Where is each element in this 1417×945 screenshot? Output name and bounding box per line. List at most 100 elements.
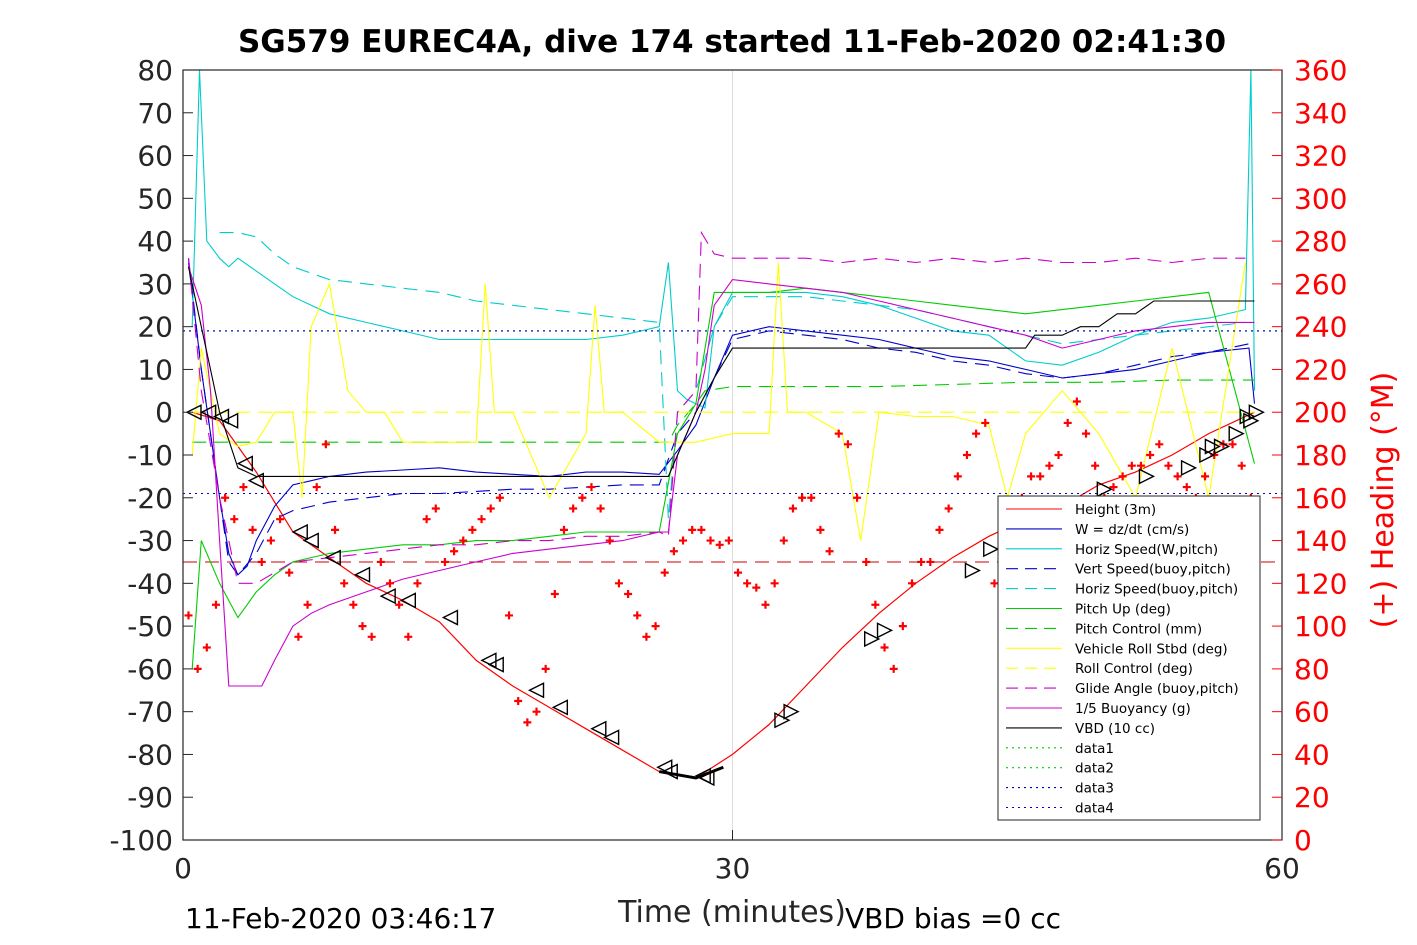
legend-entry: data1 [1075, 741, 1114, 757]
depth-marker [1239, 408, 1256, 425]
heading-marker [1228, 440, 1237, 449]
heading-marker [871, 600, 880, 609]
y-right-tick-label: 20 [1294, 781, 1330, 814]
heading-marker [431, 504, 440, 513]
depth-markers [185, 404, 1265, 787]
series-line-9 [187, 230, 1246, 584]
heading-marker [294, 632, 303, 641]
legend-entry: Glide Angle (buoy,pitch) [1075, 681, 1239, 697]
heading-marker [1072, 397, 1081, 406]
heading-marker [1136, 461, 1145, 470]
y-right-tick-label: 340 [1294, 97, 1347, 130]
heading-marker [770, 579, 779, 588]
heading-marker [239, 483, 248, 492]
legend-entry: 1/5 Buoyancy (g) [1075, 701, 1191, 717]
heading-marker [715, 540, 724, 549]
legend-entry: Horiz Speed(buoy,pitch) [1075, 582, 1238, 598]
y-right-tick-label: 80 [1294, 653, 1330, 686]
depth-marker [480, 652, 497, 669]
depth-marker [487, 656, 504, 673]
y-tick-label: 40 [137, 225, 173, 258]
depth-marker [1204, 438, 1221, 455]
footer-vbd-bias: VBD bias =0 cc [845, 902, 1061, 935]
heading-marker [276, 515, 285, 524]
heading-marker [926, 557, 935, 566]
heading-marker [962, 451, 971, 459]
heading-marker [807, 493, 816, 502]
depth-marker [603, 729, 620, 746]
legend-entry: data2 [1075, 761, 1114, 777]
heading-marker [532, 707, 541, 716]
series-line-2 [191, 69, 1256, 409]
depth-marker [1180, 459, 1198, 476]
depth-marker [1096, 481, 1113, 498]
depth-marker [236, 455, 253, 472]
y-tick-label: 0 [155, 396, 173, 429]
heading-marker [614, 579, 623, 588]
depth-marker [783, 703, 800, 720]
depth-marker [222, 412, 239, 429]
y-tick-label: -90 [127, 781, 173, 814]
heading-marker [788, 504, 797, 513]
heading-marker [642, 632, 651, 641]
depth-marker [964, 562, 982, 579]
heading-marker [514, 696, 523, 705]
y-right-tick-label: 60 [1294, 696, 1330, 729]
heading-marker [596, 504, 605, 513]
y-right-tick-label: 200 [1294, 396, 1347, 429]
heading-marker [349, 600, 358, 609]
heading-marker [211, 600, 220, 609]
series-line-7 [191, 262, 1246, 541]
y-tick-label: -70 [127, 696, 173, 729]
heading-marker [798, 493, 807, 502]
legend-entry: VBD (10 cc) [1075, 721, 1155, 737]
legend-entry: Pitch Up (deg) [1075, 602, 1171, 618]
heading-marker [285, 568, 294, 577]
x-tick-label: 0 [174, 852, 192, 885]
y-tick-label: 50 [137, 182, 173, 215]
heading-marker [1164, 461, 1173, 470]
heading-marker [706, 536, 715, 545]
heading-marker [193, 664, 202, 673]
heading-marker [944, 504, 953, 513]
y-tick-label: -50 [127, 610, 173, 643]
heading-marker [880, 643, 889, 652]
y-right-tick-label: 220 [1294, 353, 1347, 386]
depth-marker [527, 682, 545, 699]
heading-marker [953, 472, 962, 481]
heading-marker [908, 579, 917, 588]
heading-marker [733, 568, 742, 577]
depth-marker [1213, 438, 1231, 455]
heading-marker [761, 600, 770, 609]
heading-marker [816, 525, 825, 534]
heading-marker [495, 493, 504, 502]
x-tick-label: 30 [715, 852, 751, 885]
heading-marker [660, 568, 669, 577]
series-line-5 [191, 287, 1256, 669]
depth-marker [302, 532, 319, 549]
legend-entry: Horiz Speed(W,pitch) [1075, 542, 1218, 558]
heading-marker [1036, 472, 1045, 481]
y-right-tick-label: 240 [1294, 311, 1347, 344]
depth-marker [983, 540, 1000, 558]
y-right-tick-label: 100 [1294, 610, 1347, 643]
y-right-tick-label: 260 [1294, 268, 1347, 301]
heading-marker [559, 525, 568, 534]
heading-marker [230, 515, 239, 524]
legend-entry: Vert Speed(buoy,pitch) [1075, 562, 1231, 578]
heading-marker [221, 493, 230, 502]
legend-entry: Pitch Control (mm) [1075, 621, 1202, 637]
series-line-6 [192, 379, 1255, 443]
heading-marker [697, 525, 706, 534]
heading-marker [1155, 440, 1164, 449]
heading-marker [367, 632, 376, 641]
depth-marker [1243, 412, 1260, 429]
y-tick-label: -40 [127, 567, 173, 600]
y-right-tick-label: 140 [1294, 525, 1347, 558]
y-axis-label-right: (+) Heading (°M) [1366, 372, 1401, 629]
depth-marker [1138, 468, 1156, 485]
series-line-11 [187, 266, 1255, 477]
heading-marker [779, 536, 788, 545]
heading-marker [724, 536, 733, 545]
y-tick-label: -60 [127, 653, 173, 686]
